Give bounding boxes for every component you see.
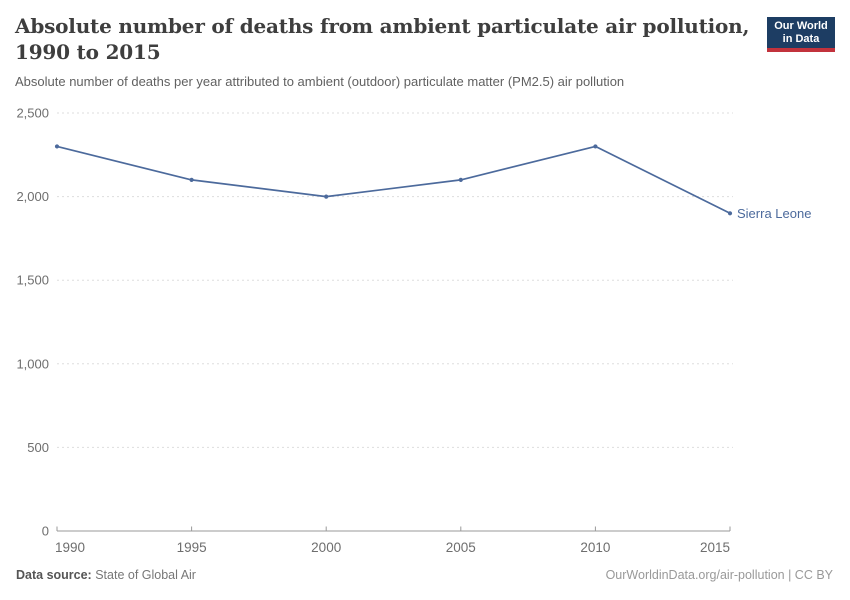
chart-title: Absolute number of deaths from ambient p… <box>15 13 755 65</box>
x-tick-label: 2015 <box>700 540 730 555</box>
owid-url-link[interactable]: OurWorldinData.org/air-pollution | CC BY <box>605 568 833 582</box>
series-label: Sierra Leone <box>737 206 811 221</box>
y-tick-label: 1,000 <box>16 356 49 371</box>
owid-logo-box: Our World in Data <box>767 17 835 48</box>
data-point <box>324 194 329 199</box>
owid-logo-stripe <box>767 48 835 52</box>
chart-title-line2: 1990 to 2015 <box>15 40 161 64</box>
data-source-label: Data source: <box>16 568 92 582</box>
data-point <box>593 144 598 149</box>
chart-subtitle: Absolute number of deaths per year attri… <box>15 74 625 89</box>
y-tick-label: 0 <box>42 524 49 539</box>
x-tick-label: 2000 <box>311 540 341 555</box>
owid-logo[interactable]: Our World in Data <box>767 17 835 52</box>
x-tick-label: 2010 <box>580 540 610 555</box>
y-tick-label: 2,000 <box>16 189 49 204</box>
y-tick-label: 1,500 <box>16 273 49 288</box>
data-source: Data source: State of Global Air <box>16 568 196 582</box>
x-tick-label: 2005 <box>446 540 476 555</box>
y-tick-label: 500 <box>27 440 49 455</box>
owid-logo-line1: Our World <box>774 20 828 32</box>
x-tick-label: 1990 <box>55 540 85 555</box>
y-tick-label: 2,500 <box>16 106 49 121</box>
data-point <box>189 177 194 182</box>
chart-title-line1: Absolute number of deaths from ambient p… <box>15 14 750 38</box>
data-source-value: State of Global Air <box>95 568 196 582</box>
data-point <box>727 211 733 216</box>
x-tick-label: 1995 <box>177 540 207 555</box>
data-line <box>56 145 731 215</box>
owid-logo-line2: in Data <box>782 33 820 45</box>
data-point <box>458 177 463 182</box>
data-point <box>54 144 60 149</box>
